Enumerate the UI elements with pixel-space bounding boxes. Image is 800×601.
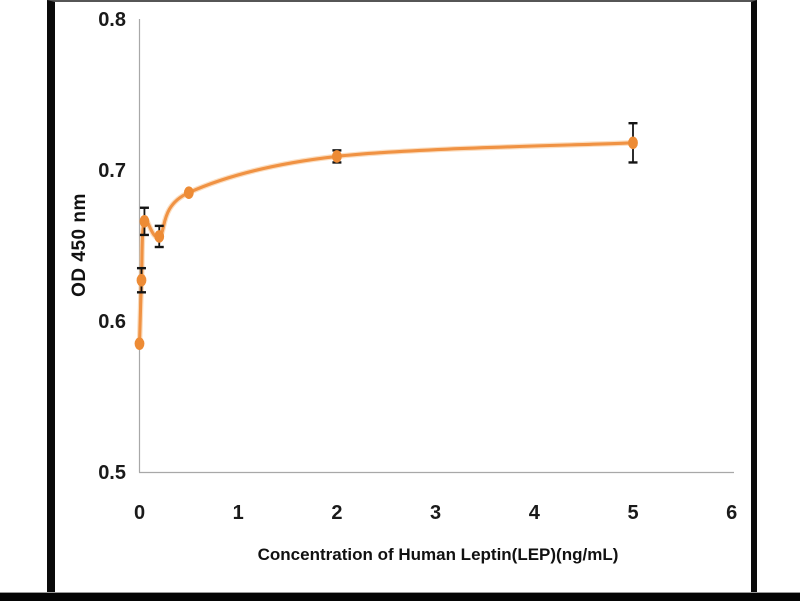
data-point-marker: [332, 150, 342, 163]
x-tick-label: 0: [134, 502, 145, 524]
data-point-marker: [628, 136, 638, 150]
data-point-marker: [139, 215, 150, 228]
data-point-marker: [136, 273, 147, 287]
y-tick-label: 0.7: [98, 160, 126, 182]
x-axis-title: Concentration of Human Leptin(LEP)(ng/mL…: [257, 545, 619, 564]
chart-frame: [47, 0, 757, 593]
x-tick-label: 1: [233, 502, 244, 524]
data-point-marker: [154, 230, 165, 243]
y-tick-label: 0.5: [98, 462, 126, 484]
x-tick-label: 4: [529, 502, 541, 524]
y-axis-title: OD 450 nm: [69, 193, 90, 297]
bottom-border-bar: [0, 592, 800, 601]
y-tick-label: 0.8: [98, 9, 126, 31]
x-tick-label: 6: [726, 502, 737, 524]
series-line-halo: [136, 140, 636, 347]
series-line: [137, 141, 635, 346]
x-tick-label: 3: [430, 502, 441, 524]
y-tick-label: 0.6: [98, 311, 126, 333]
x-tick-label: 2: [331, 502, 342, 524]
data-point-marker: [183, 186, 194, 199]
x-tick-label: 5: [627, 502, 638, 524]
data-point-marker: [134, 337, 145, 350]
